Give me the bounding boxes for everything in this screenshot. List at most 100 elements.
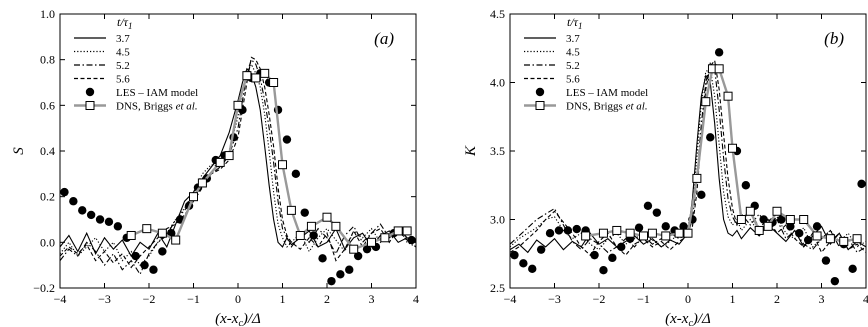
legend-entry: 3.7 (116, 33, 130, 45)
les-point (563, 226, 573, 235)
y-tick-label: 2.5 (490, 281, 505, 295)
legend-title: t/τ1 (567, 15, 582, 31)
y-tick-label: 3.5 (490, 144, 505, 158)
dns-point (785, 215, 795, 224)
x-axis-label: (x-xc)/Δ (665, 311, 711, 327)
les-point (759, 215, 768, 224)
les-point (706, 133, 715, 142)
dns-point (812, 231, 822, 241)
les-point (643, 201, 653, 210)
les-point (318, 254, 327, 263)
x-tick-label: 2 (774, 292, 780, 306)
dns-point (197, 178, 207, 188)
legend-entry: 4.5 (566, 47, 580, 59)
x-tick-label: 3 (369, 292, 375, 306)
x-tick-label: 3 (819, 292, 825, 306)
series-line-3-7 (60, 67, 416, 258)
dns-point (251, 73, 261, 83)
dns-point (306, 221, 316, 231)
legend-marker (535, 87, 545, 97)
les-point (140, 260, 149, 270)
panel-label: (a) (374, 29, 394, 48)
les-point (857, 179, 866, 189)
legend-marker (85, 87, 95, 97)
dns-point (723, 91, 733, 101)
dns-point (224, 151, 234, 161)
dns-point (278, 160, 287, 170)
les-point (821, 256, 831, 265)
les-point (327, 276, 336, 286)
legend-entry: 3.7 (566, 33, 580, 45)
les-point (848, 264, 857, 274)
dns-point (736, 215, 746, 224)
x-tick-label: −3 (98, 292, 111, 306)
les-point (167, 229, 176, 238)
les-point (300, 208, 309, 217)
les-point (661, 222, 670, 231)
les-point (158, 247, 167, 256)
les-point (519, 259, 528, 268)
les-point (149, 265, 158, 274)
legend-entry: 5.6 (116, 74, 130, 86)
les-point (697, 190, 706, 200)
dns-point (763, 221, 773, 231)
les-point (795, 229, 804, 238)
les-point (536, 245, 546, 254)
series-line-5-2 (60, 58, 416, 276)
legend-marker (535, 101, 545, 110)
x-tick-label: 0 (685, 292, 691, 306)
x-tick-label: 2 (324, 292, 330, 306)
x-tick-label: 4 (413, 292, 419, 306)
les-point (679, 222, 688, 231)
les-point (336, 270, 345, 279)
les-point (78, 206, 87, 215)
dns-point (171, 235, 181, 245)
dns-point (260, 68, 270, 78)
les-point (786, 222, 795, 231)
les-point (741, 181, 751, 190)
y-tick-label: 3.0 (490, 213, 505, 227)
y-axis-label: K (463, 145, 479, 157)
legend-entry: 5.2 (116, 60, 130, 72)
x-axis-label: (x-xc)/Δ (215, 311, 261, 327)
les-point (528, 264, 537, 274)
panel-label: (b) (824, 29, 844, 48)
x-tick-label: −2 (143, 292, 156, 306)
les-point (545, 229, 555, 238)
y-tick-label: 4.5 (490, 7, 505, 21)
les-point (86, 210, 96, 220)
series-line-5-6 (510, 59, 866, 256)
dns-point (349, 244, 359, 254)
les-point (104, 217, 114, 226)
dns-point (661, 231, 671, 241)
y-tick-label: 0.0 (40, 235, 55, 249)
y-tick-label: 0.6 (40, 98, 55, 112)
dns-point (674, 228, 684, 238)
x-tick-label: −2 (593, 292, 606, 306)
dns-point (714, 64, 724, 74)
x-tick-label: −1 (187, 292, 200, 306)
legend-entry: DNS, Briggs et al. (566, 101, 648, 113)
les-point (362, 244, 372, 254)
dns-point (157, 228, 167, 238)
les-point (510, 250, 519, 260)
x-tick-label: 1 (730, 292, 736, 306)
dns-point (625, 228, 635, 238)
y-axis-label: S (11, 147, 27, 155)
x-tick-label: 4 (863, 292, 868, 306)
dns-point (269, 78, 279, 87)
les-point (652, 208, 662, 217)
les-point (617, 242, 626, 252)
dns-point (215, 157, 225, 167)
les-point (407, 235, 416, 245)
y-tick-label: 1.0 (40, 7, 55, 21)
dns-point (581, 231, 591, 241)
series-line-4-5 (510, 67, 866, 251)
y-tick-label: 0.2 (40, 190, 55, 204)
plot-area (60, 56, 416, 286)
dns-point (772, 206, 782, 216)
x-tick-label: −1 (637, 292, 650, 306)
y-tick-label: 0.4 (40, 144, 55, 158)
series-line-5-2 (510, 62, 866, 254)
